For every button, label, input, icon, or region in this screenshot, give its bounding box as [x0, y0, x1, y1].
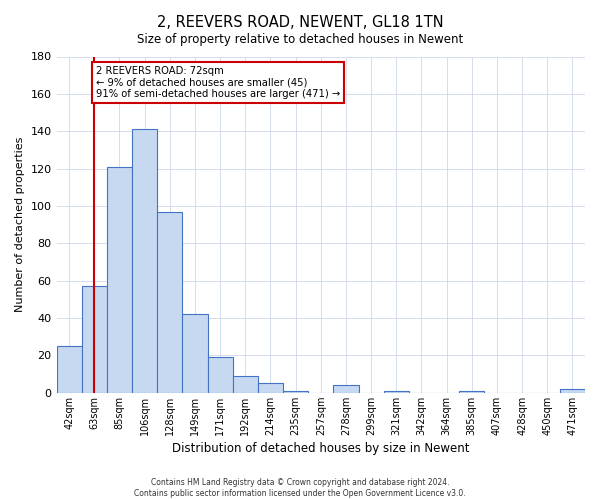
Bar [56, 346, 82, 393]
Y-axis label: Number of detached properties: Number of detached properties [15, 137, 25, 312]
Bar [82, 286, 107, 393]
Bar [182, 314, 208, 393]
Bar [107, 166, 132, 393]
Bar [560, 389, 585, 393]
Bar [208, 358, 233, 393]
Text: 2 REEVERS ROAD: 72sqm
← 9% of detached houses are smaller (45)
91% of semi-detac: 2 REEVERS ROAD: 72sqm ← 9% of detached h… [95, 66, 340, 99]
Bar [334, 386, 359, 393]
Text: Size of property relative to detached houses in Newent: Size of property relative to detached ho… [137, 32, 463, 46]
Bar [132, 130, 157, 393]
Bar [283, 391, 308, 393]
Bar [233, 376, 258, 393]
X-axis label: Distribution of detached houses by size in Newent: Distribution of detached houses by size … [172, 442, 470, 455]
Bar [258, 384, 283, 393]
Text: Contains HM Land Registry data © Crown copyright and database right 2024.
Contai: Contains HM Land Registry data © Crown c… [134, 478, 466, 498]
Bar [383, 391, 409, 393]
Bar [459, 391, 484, 393]
Bar [157, 212, 182, 393]
Text: 2, REEVERS ROAD, NEWENT, GL18 1TN: 2, REEVERS ROAD, NEWENT, GL18 1TN [157, 15, 443, 30]
